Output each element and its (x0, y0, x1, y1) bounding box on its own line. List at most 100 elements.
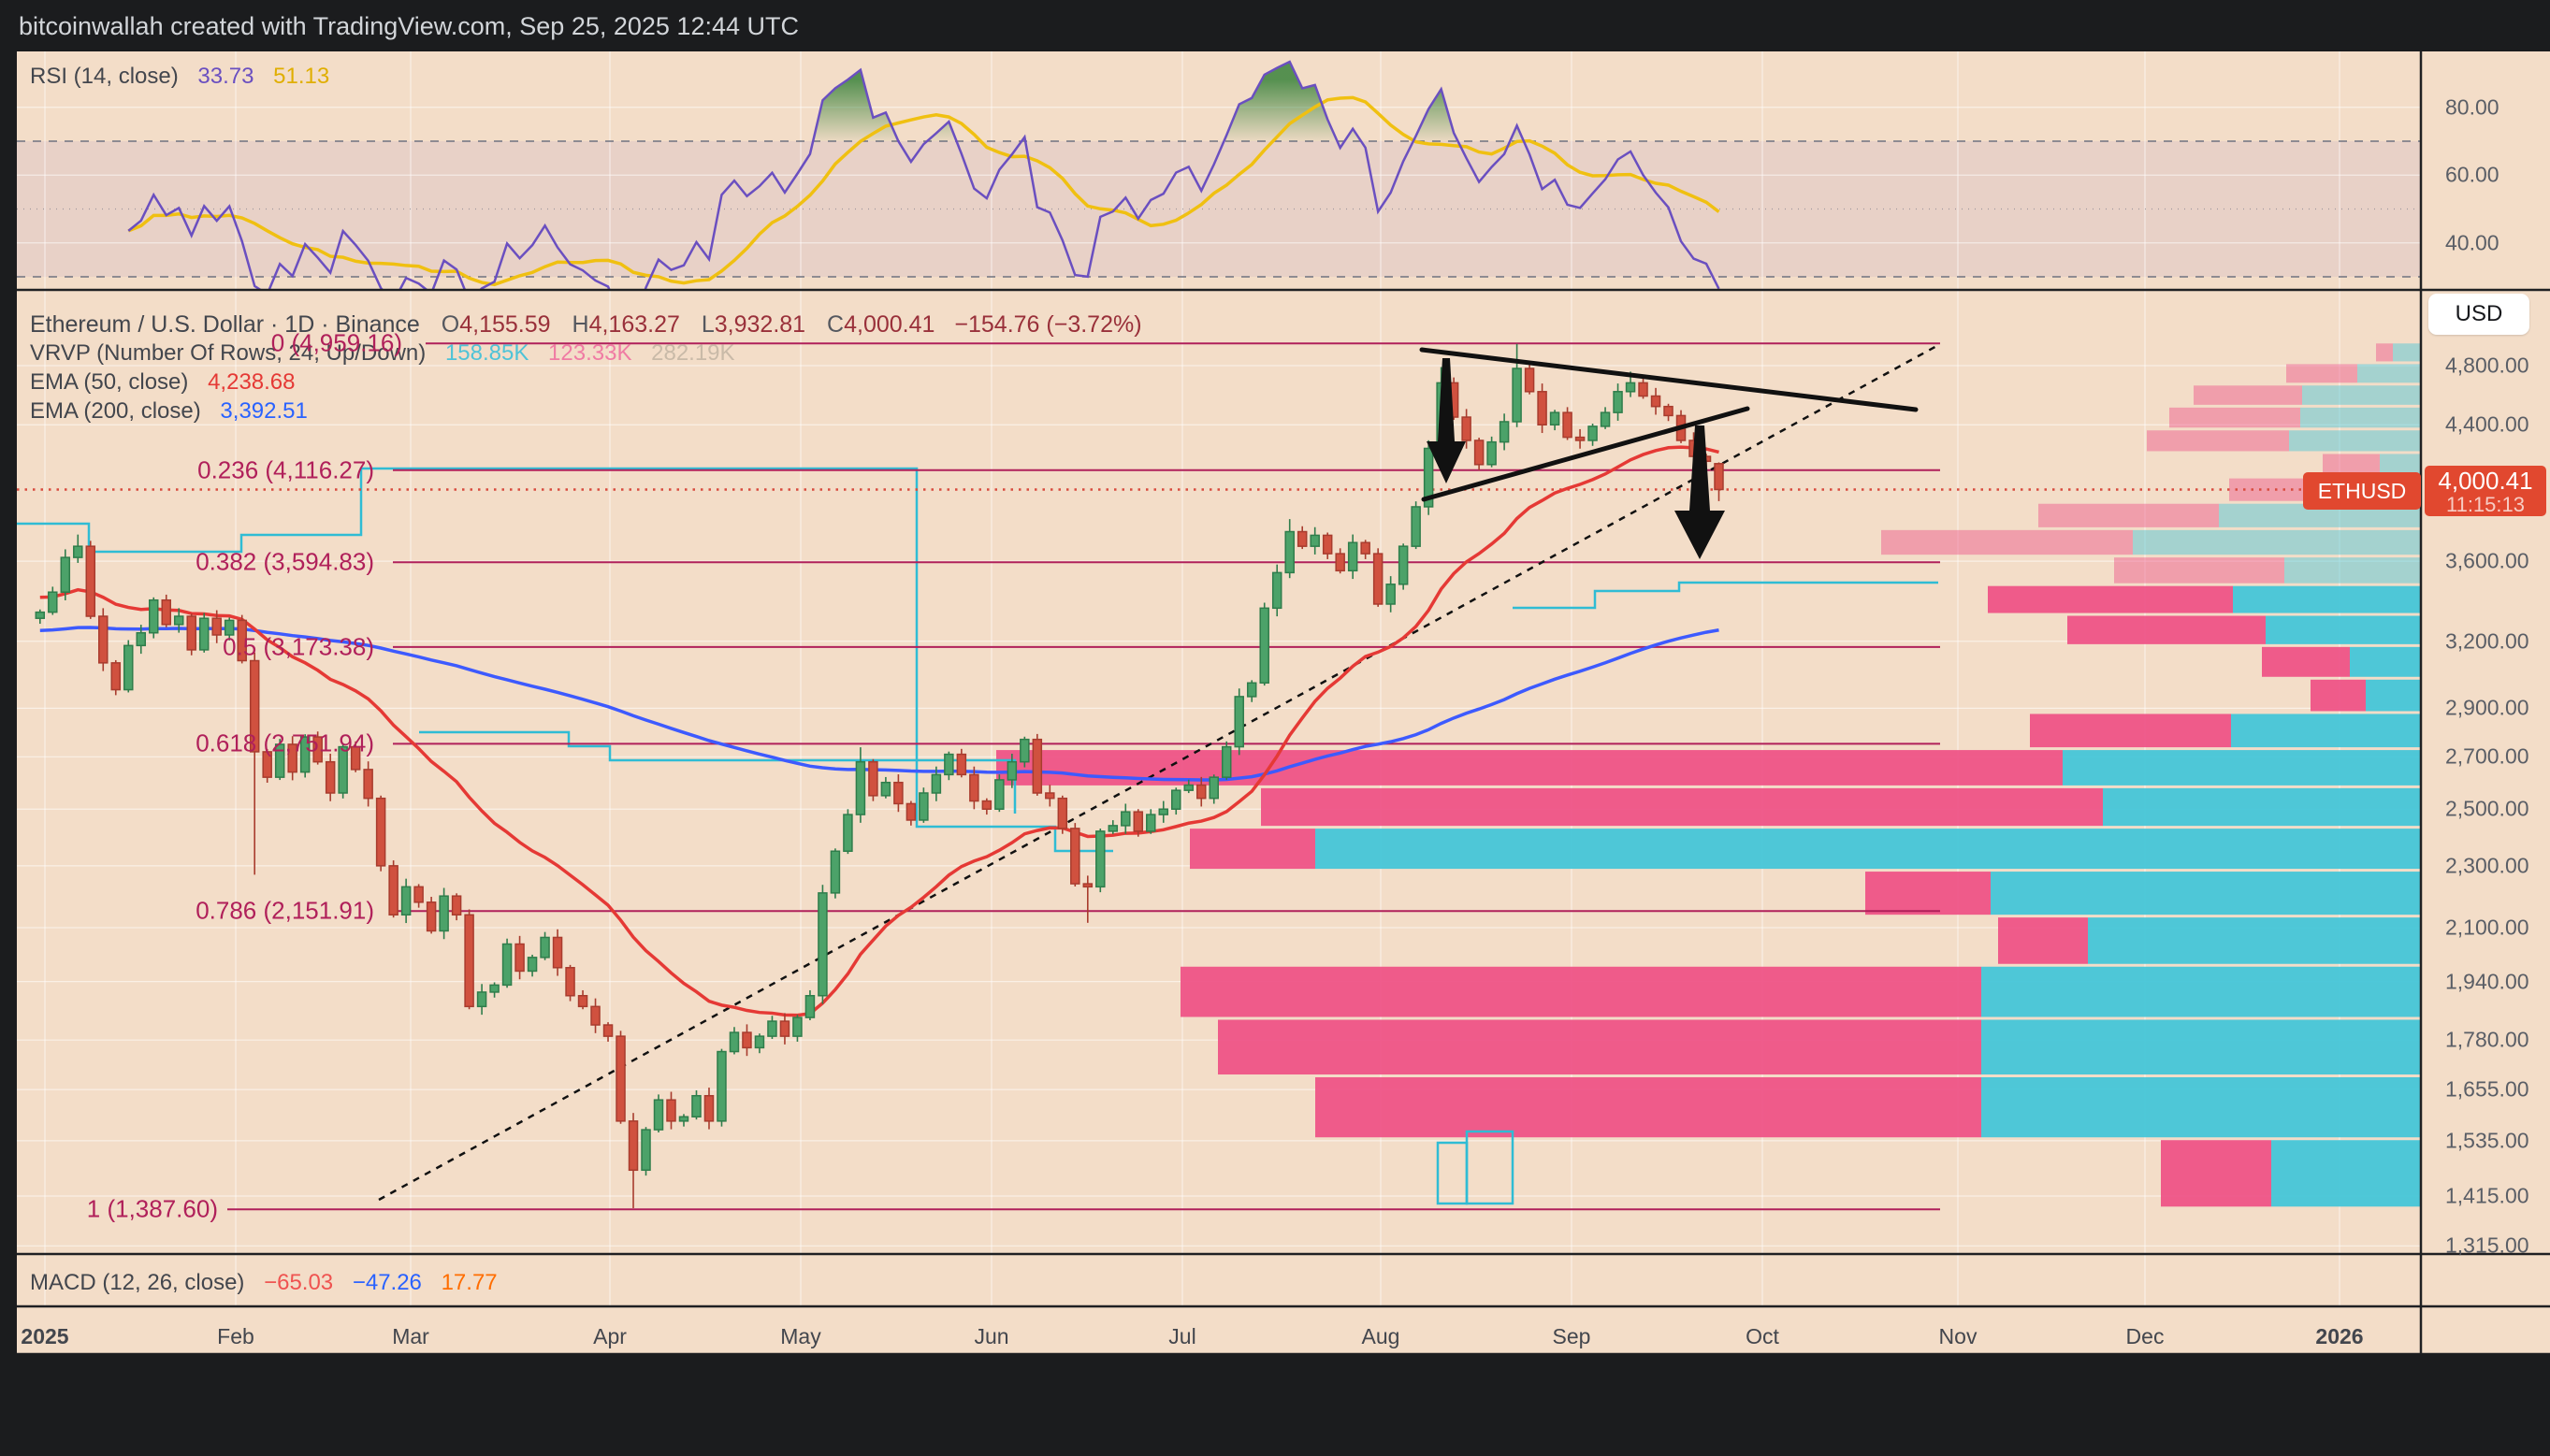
currency-toggle-button[interactable]: USD (2428, 294, 2529, 335)
volume-profile-up-row (1991, 872, 2421, 915)
ema50-line (39, 445, 1719, 1017)
candle (224, 619, 235, 636)
candle (1714, 463, 1724, 491)
candle (85, 545, 96, 617)
vrvp-legend[interactable]: VRVP (Number Of Rows, 24, Up/Down) 158.8… (30, 340, 735, 367)
time-axis-label: Oct (1746, 1324, 1779, 1348)
candle (1486, 440, 1497, 466)
candle (464, 914, 474, 1008)
rsi-overbought-fill (1224, 62, 1338, 141)
candle (641, 1129, 651, 1172)
rsi-legend[interactable]: RSI (14, close) 33.73 51.13 (30, 64, 329, 90)
candle (1372, 553, 1384, 605)
volume-profile-up-row (2284, 557, 2421, 584)
price-axis-tick-label: 1,415.00 (2445, 1183, 2529, 1208)
candle (552, 936, 563, 969)
candle (540, 936, 550, 959)
volume-profile-down-row (2286, 364, 2357, 383)
time-axis-label: Dec (2125, 1324, 2165, 1348)
symbol-legend[interactable]: Ethereum / U.S. Dollar · 1D · Binance O4… (30, 311, 1142, 339)
rsi-value: 33.73 (197, 64, 254, 89)
volume-profile-down-row (2323, 454, 2380, 476)
candle (1499, 421, 1510, 443)
candle (590, 1005, 601, 1026)
volume-profile-down-row (2147, 430, 2289, 452)
candle (110, 662, 122, 691)
volume-profile-up-row (2063, 750, 2421, 786)
time-axis-label: 2025 (21, 1324, 69, 1348)
candle (931, 773, 942, 794)
candle (237, 619, 247, 662)
price-axis-tick-label: 3,600.00 (2445, 548, 2529, 573)
candle (565, 967, 575, 997)
candle (1537, 391, 1547, 426)
candle (501, 943, 513, 987)
candle (969, 773, 979, 802)
candle (1057, 797, 1068, 829)
candle (198, 617, 210, 651)
price-axis-tick-label: 2,700.00 (2445, 743, 2529, 769)
price-axis-tick-label: 2,100.00 (2445, 915, 2529, 940)
time-axis[interactable] (17, 1308, 2423, 1354)
rsi-band (17, 141, 2421, 277)
candle (161, 598, 171, 626)
ema200-legend[interactable]: EMA (200, close) 3,392.51 (30, 398, 308, 425)
macd-title: MACD (12, 26, close) (30, 1270, 245, 1295)
low-label: L (701, 311, 715, 338)
volume-profile-up-row (2357, 364, 2421, 383)
price-axis-tick-label: 4,800.00 (2445, 353, 2529, 378)
volume-profile-down-row (1181, 966, 1981, 1017)
candle (375, 797, 386, 867)
volume-profile-up-row (2289, 430, 2421, 452)
volume-profile-up-row (2266, 615, 2421, 644)
macd-hist-value: 17.77 (441, 1270, 498, 1295)
candle (1146, 814, 1156, 832)
ema50-value: 4,238.68 (208, 369, 296, 395)
fib-label: 1 (1,387.60) (86, 1194, 218, 1223)
candle (1322, 534, 1333, 555)
volume-profile-up-row (2350, 646, 2421, 677)
candle (186, 615, 196, 651)
vrvp-title: VRVP (Number Of Rows, 24, Up/Down) (30, 340, 427, 366)
volume-profile-down-row (2194, 385, 2302, 405)
open-label: O (441, 311, 460, 338)
pattern-line (1419, 347, 1919, 412)
ema200-line (39, 626, 1719, 782)
candle (868, 760, 878, 797)
last-price-label: 4,000.41 11:15:13 (2425, 466, 2546, 516)
time-axis-label: Apr (593, 1324, 627, 1348)
candle (1650, 395, 1661, 408)
candle (1360, 541, 1370, 555)
candle (956, 753, 967, 776)
candle (818, 892, 828, 997)
candle (1423, 447, 1434, 508)
candle (1133, 811, 1144, 832)
candle (136, 631, 147, 647)
macd-legend[interactable]: MACD (12, 26, close) −65.03 −47.26 17.77 (30, 1270, 498, 1296)
fib-label: 0.618 (2,751.94) (196, 728, 374, 757)
time-axis-label: 2026 (2315, 1324, 2364, 1348)
candle (1663, 405, 1673, 417)
volume-profile-down-row (2169, 407, 2300, 428)
level-step-line (1513, 581, 1938, 610)
candle (729, 1031, 740, 1053)
volume-profile-up-row (1981, 1077, 2421, 1138)
candle (678, 1116, 689, 1122)
volume-profile-down-row (2038, 503, 2219, 527)
candle (287, 743, 297, 773)
candle (906, 802, 917, 821)
candle (1524, 368, 1535, 393)
ema50-legend[interactable]: EMA (50, close) 4,238.68 (30, 369, 296, 396)
open-value: 4,155.59 (459, 311, 551, 338)
attribution-text: bitcoinwallah created with TradingView.c… (19, 12, 799, 40)
candle (35, 611, 46, 619)
price-axis-tick-label: 1,780.00 (2445, 1027, 2529, 1052)
candle (514, 943, 525, 973)
candle (1347, 541, 1358, 572)
volume-profile-down-row (1190, 829, 1315, 870)
volume-profile-up-row (1315, 829, 2421, 870)
candle (1310, 534, 1320, 547)
time-axis-label: Jun (974, 1324, 1009, 1348)
ema50-title: EMA (50, close) (30, 369, 189, 395)
